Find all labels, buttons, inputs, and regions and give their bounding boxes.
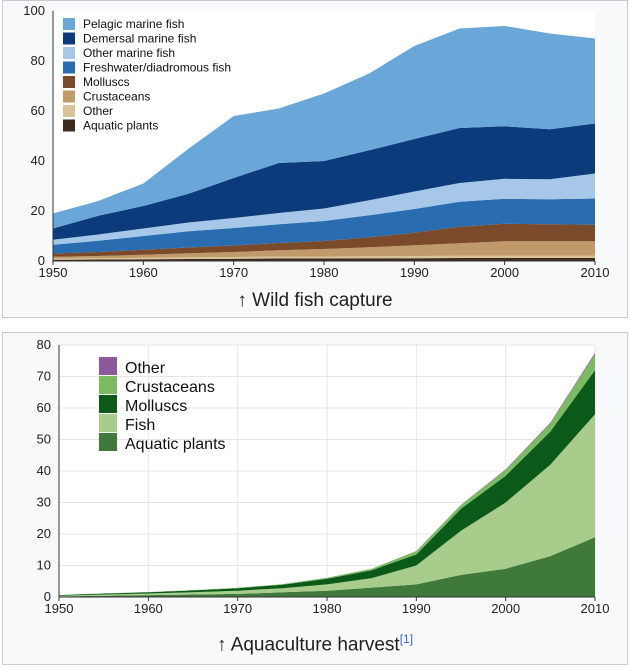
wild-capture-chart: 1950 1960 1970 1980 1990 2000 2010 0 20 40 60 80 100… <box>23 3 610 280</box>
aquaculture-panel: 1950 1960 1970 1980 1990 2000 2010 0 10 20 30 40 50 6… <box>2 332 628 665</box>
x-tick-label: 1980 <box>310 265 339 280</box>
y-tick-label: 40 <box>37 463 51 478</box>
aquaculture-caption: ↑ Aquaculture harvest[1] <box>3 632 627 656</box>
y-tick-label: 50 <box>37 432 51 447</box>
y-tick-label: 80 <box>37 337 51 352</box>
y-tick-label: 0 <box>38 253 45 268</box>
area-aquatic-plants <box>59 537 595 597</box>
y-tick-label: 60 <box>37 400 51 415</box>
legend-label-molluscs: Molluscs <box>83 75 130 89</box>
legend-label-fish: Fish <box>125 417 155 434</box>
x-tick-label: 1990 <box>400 265 429 280</box>
y-tick-label: 80 <box>31 53 45 68</box>
legend-label-pelagic-marine-fish: Pelagic marine fish <box>83 17 184 31</box>
legend-label-aquatic-plants: Aquatic plants <box>83 119 158 133</box>
area-aquatic-plants <box>53 258 595 261</box>
x-tick-label: 2000 <box>490 265 519 280</box>
caption-arrow-icon: ↑ <box>237 290 247 311</box>
area-molluscs <box>53 223 595 257</box>
x-tick-label: 2010 <box>581 601 610 616</box>
y-tick-label: 20 <box>37 526 51 541</box>
area-other <box>53 255 595 260</box>
area-crustaceans <box>53 241 595 259</box>
legend-swatch-fish <box>99 414 117 432</box>
legend-swatch-aquatic-plants <box>99 433 117 451</box>
wild-capture-panel: 1950 1960 1970 1980 1990 2000 2010 0 20 40 60 80 100… <box>2 0 628 318</box>
legend-swatch-crustaceans <box>99 376 117 394</box>
x-tick-label: 1960 <box>134 601 163 616</box>
legend-swatch-molluscs <box>99 395 117 413</box>
x-tick-label: 1970 <box>219 265 248 280</box>
legend-label-demersal-marine-fish: Demersal marine fish <box>83 32 196 46</box>
x-tick-label: 1950 <box>45 601 74 616</box>
y-tick-label: 30 <box>37 495 51 510</box>
x-tick-label: 1960 <box>129 265 158 280</box>
y-tick-label: 70 <box>37 369 51 384</box>
legend-label-other: Other <box>125 360 166 377</box>
wild-capture-caption: ↑ Wild fish capture <box>3 290 627 312</box>
x-tick-label: 1950 <box>39 265 68 280</box>
legend-label-freshwater-diadromous-fish: Freshwater/diadromous fish <box>83 61 231 75</box>
x-tick-label: 1970 <box>223 601 252 616</box>
y-tick-label: 60 <box>31 103 45 118</box>
reference-link[interactable]: [1] <box>399 632 414 646</box>
area-other-marine-fish <box>53 173 595 245</box>
legend-swatch-other <box>63 105 75 117</box>
area-pelagic-marine-fish <box>53 26 595 229</box>
legend-label-crustaceans: Crustaceans <box>125 379 215 396</box>
area-fish <box>59 414 595 597</box>
x-tick-label: 2010 <box>581 265 610 280</box>
area-demersal-marine-fish <box>53 123 595 240</box>
x-tick-label: 1990 <box>402 601 431 616</box>
legend-swatch-crustaceans <box>63 90 75 103</box>
caption-text: Aquaculture harvest <box>230 634 400 656</box>
aquaculture-chart: 1950 1960 1970 1980 1990 2000 2010 0 10 20 30 40 50 6… <box>37 337 610 616</box>
x-tick-label: 1980 <box>313 601 342 616</box>
legend-swatch-aquatic-plants <box>63 119 75 132</box>
legend-label-other-marine-fish: Other marine fish <box>83 46 175 60</box>
area-freshwater-diadromous-fish <box>53 198 595 254</box>
y-tick-label: 40 <box>31 153 45 168</box>
legend-label-other: Other <box>83 104 113 118</box>
caption-arrow-icon: ↑ <box>216 634 227 656</box>
x-tick-label: 2000 <box>491 601 520 616</box>
legend-swatch-freshwater-diadromous-fish <box>63 61 75 74</box>
y-tick-label: 20 <box>31 203 45 218</box>
legend-label-molluscs: Molluscs <box>125 398 187 415</box>
legend-swatch-other-marine-fish <box>63 47 75 59</box>
y-tick-label: 100 <box>23 3 45 18</box>
legend-swatch-other <box>99 357 117 375</box>
y-tick-label: 10 <box>37 558 51 573</box>
legend-swatch-pelagic-marine-fish <box>63 18 75 30</box>
caption-text: Wild fish capture <box>252 290 393 311</box>
legend-label-crustaceans: Crustaceans <box>83 90 150 104</box>
legend-swatch-molluscs <box>63 76 75 88</box>
legend-label-aquatic-plants: Aquatic plants <box>125 436 226 453</box>
y-tick-label: 0 <box>44 589 51 604</box>
legend-swatch-demersal-marine-fish <box>63 32 75 45</box>
